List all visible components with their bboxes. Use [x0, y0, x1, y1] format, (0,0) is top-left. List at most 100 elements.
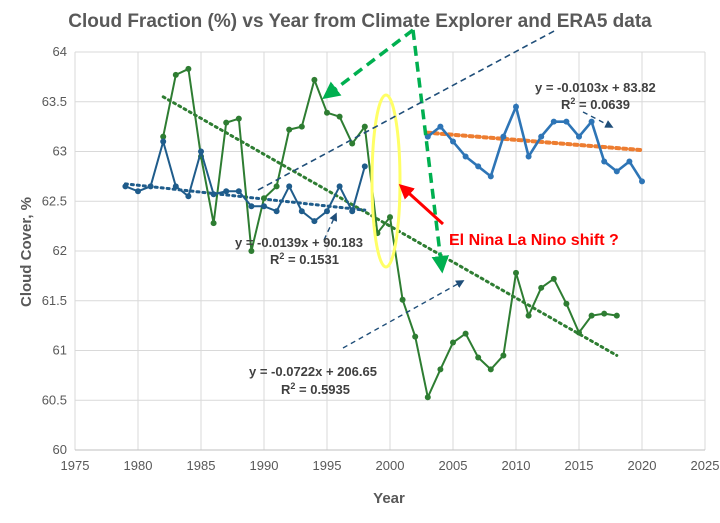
green-arrow-to-drop: [411, 29, 450, 274]
data-point: [336, 113, 343, 120]
y-axis-title: Cloud Cover, %: [18, 197, 35, 307]
y-tick-label: 60: [53, 442, 67, 457]
data-point: [361, 163, 368, 170]
data-point: [437, 366, 444, 373]
y-tick-label: 64: [53, 44, 67, 59]
data-point: [462, 153, 469, 160]
x-tick-label: 2015: [565, 458, 594, 473]
y-tick-label: 61: [53, 343, 67, 358]
x-tick-label: 2025: [691, 458, 720, 473]
ce-trend-equation: y = -0.0139x + 90.183: [235, 235, 363, 250]
data-point: [311, 76, 318, 83]
data-point: [462, 330, 469, 337]
y-tick-label: 63.5: [42, 94, 67, 109]
data-point: [198, 148, 204, 155]
blue-arrow-green-eq: [342, 280, 465, 349]
series-1: [160, 65, 620, 401]
data-point: [399, 296, 406, 303]
data-point: [412, 333, 419, 340]
data-point: [122, 183, 129, 190]
y-tick-label: 60.5: [42, 392, 67, 407]
y-tick-label: 61.5: [42, 293, 67, 308]
data-point: [576, 133, 582, 140]
trendline-green-trend: [161, 95, 619, 357]
x-axis-title: Year: [373, 490, 405, 507]
data-point: [563, 300, 570, 307]
data-point: [248, 248, 255, 254]
green-trend-equation: y = -0.0722x + 206.65: [249, 364, 377, 379]
data-point: [311, 218, 318, 225]
era5-trend-equation: y = -0.0103x + 83.82: [535, 80, 656, 95]
data-point: [172, 71, 179, 78]
data-point: [563, 118, 570, 125]
data-point: [475, 354, 482, 361]
data-point: [513, 103, 519, 110]
data-point: [210, 191, 217, 198]
trendline-blue-trend: [123, 182, 367, 212]
data-point: [261, 203, 267, 210]
x-tick-label: 1990: [250, 458, 279, 473]
data-point: [147, 183, 154, 190]
x-tick-label: 2000: [376, 458, 405, 473]
data-point: [613, 312, 620, 319]
data-point: [437, 123, 444, 130]
data-point: [298, 208, 305, 215]
data-point: [588, 118, 595, 125]
x-tick-label: 1995: [313, 458, 342, 473]
x-tick-label: 1985: [187, 458, 216, 473]
data-point: [513, 269, 519, 276]
data-point: [286, 183, 293, 190]
blue-arrow-ce-eq: [323, 212, 337, 241]
data-point: [235, 188, 242, 195]
blue-dashed-guide-line: [257, 29, 557, 191]
era5-trend-r2: R2 = 0.0639: [561, 96, 630, 112]
data-point: [450, 138, 456, 145]
data-point: [550, 275, 557, 282]
data-point: [235, 115, 242, 122]
data-point: [273, 183, 280, 190]
data-point: [550, 118, 557, 125]
series-line: [426, 102, 644, 183]
data-point: [525, 312, 532, 319]
series-2: [122, 137, 368, 225]
data-point: [525, 153, 532, 160]
trendline-era5-trend: [425, 130, 644, 153]
data-point: [450, 339, 456, 346]
chart-title: Cloud Fraction (%) vs Year from Climate …: [68, 11, 652, 32]
green-trend-r2: R2 = 0.5935: [281, 381, 350, 397]
ce-trend-r2: R2 = 0.1531: [270, 251, 339, 267]
data-point: [361, 123, 368, 130]
data-point: [261, 195, 267, 202]
x-tick-label: 1975: [61, 458, 90, 473]
el-nino-shift-label: El Nina La Nino shift ?: [449, 232, 619, 249]
data-point: [324, 109, 330, 116]
x-tick-label: 2020: [628, 458, 657, 473]
data-point: [538, 284, 545, 291]
data-point: [172, 183, 179, 190]
data-point: [223, 188, 230, 195]
data-point: [613, 168, 620, 175]
series-3: [424, 102, 645, 185]
data-point: [349, 208, 356, 215]
data-point: [487, 173, 494, 180]
data-point: [500, 352, 507, 359]
red-arrow-shift: [398, 183, 445, 226]
data-series: [122, 65, 645, 401]
y-tick-label: 62.5: [42, 193, 67, 208]
data-point: [538, 133, 545, 140]
annotation-arrows: [257, 28, 614, 349]
data-point: [576, 329, 582, 336]
data-point: [160, 133, 167, 140]
data-point: [349, 140, 356, 147]
data-point: [324, 208, 330, 215]
y-axis-ticks: 60 60.5 61 61.5 62 62.5 63 63.5 64: [42, 44, 67, 457]
shift-highlight-ellipse: [370, 93, 402, 269]
data-point: [626, 158, 633, 165]
data-point: [160, 138, 167, 145]
x-tick-label: 1980: [124, 458, 153, 473]
x-axis-ticks: 1975 1980 1985 1990 1995 2000 2005 2010 2015 2020…: [61, 458, 720, 473]
x-tick-label: 2010: [502, 458, 531, 473]
data-point: [185, 65, 192, 72]
